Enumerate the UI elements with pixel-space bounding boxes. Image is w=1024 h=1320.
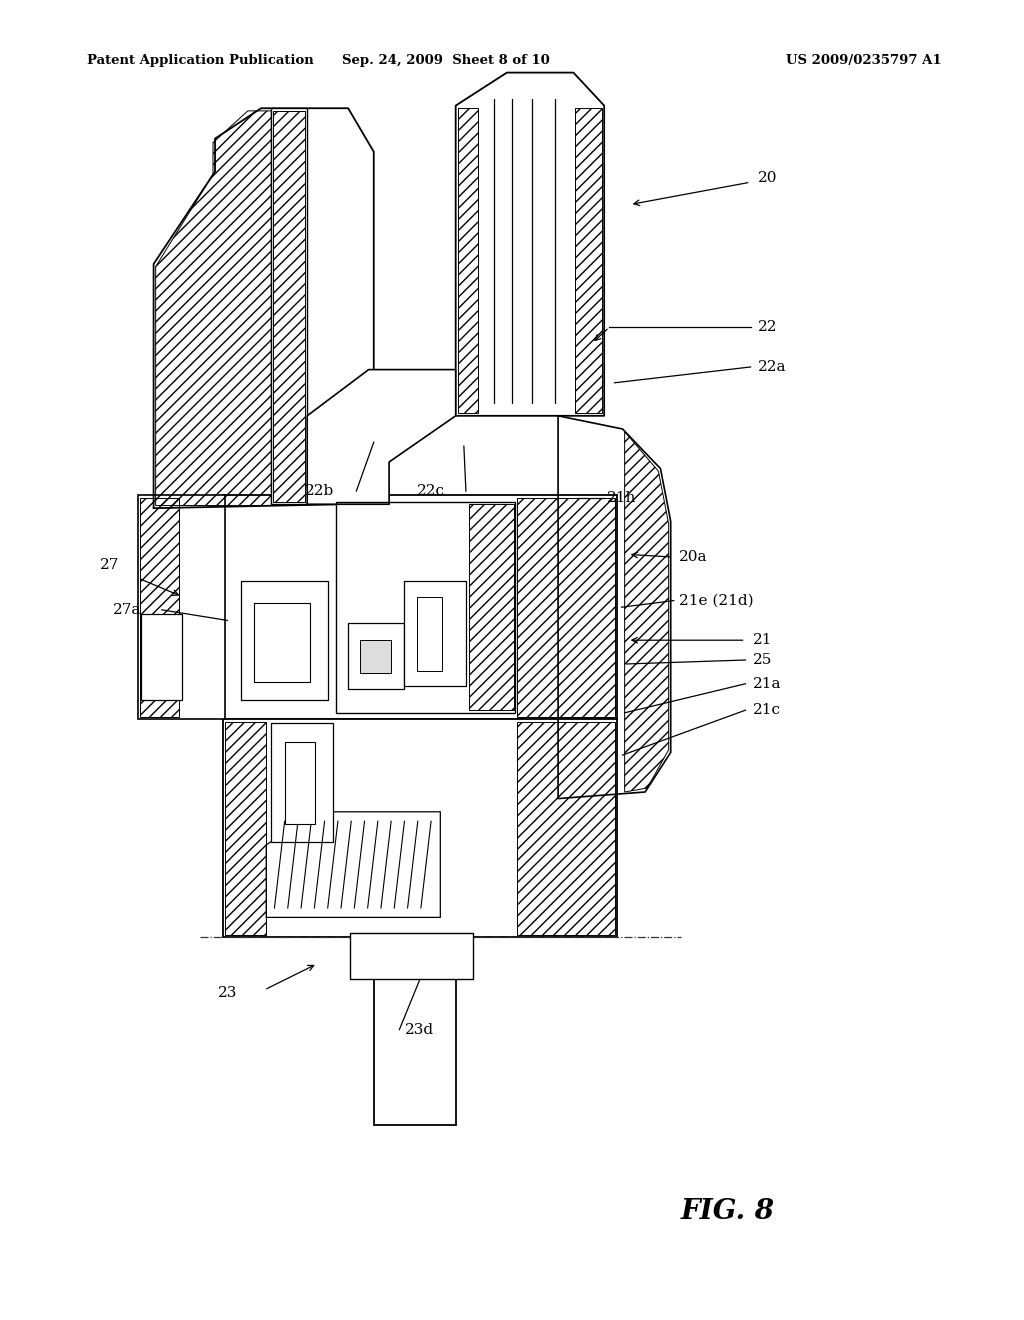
Bar bbox=[348, 623, 404, 689]
Bar bbox=[271, 723, 333, 842]
Text: 27a: 27a bbox=[113, 603, 141, 616]
Polygon shape bbox=[266, 812, 440, 917]
Bar bbox=[223, 495, 617, 719]
Polygon shape bbox=[558, 416, 671, 799]
Bar bbox=[271, 108, 307, 504]
Polygon shape bbox=[456, 73, 604, 416]
Text: 22b: 22b bbox=[305, 484, 335, 498]
Bar bbox=[374, 937, 456, 1125]
Text: 23: 23 bbox=[218, 986, 238, 999]
Text: US 2009/0235797 A1: US 2009/0235797 A1 bbox=[786, 54, 942, 67]
Text: 22c: 22c bbox=[417, 484, 444, 498]
Text: Sep. 24, 2009  Sheet 8 of 10: Sep. 24, 2009 Sheet 8 of 10 bbox=[342, 54, 549, 67]
Text: 21e (21d): 21e (21d) bbox=[679, 594, 754, 607]
Text: 20: 20 bbox=[758, 172, 777, 185]
Bar bbox=[241, 581, 328, 700]
Bar bbox=[141, 614, 182, 700]
Polygon shape bbox=[154, 108, 374, 508]
Text: 23d: 23d bbox=[404, 1023, 433, 1036]
Text: 21h: 21h bbox=[607, 491, 637, 504]
Text: 20a: 20a bbox=[679, 550, 708, 564]
Bar bbox=[138, 495, 225, 719]
Text: 21a: 21a bbox=[753, 677, 781, 690]
Bar bbox=[223, 719, 617, 937]
Bar bbox=[285, 742, 315, 824]
Bar bbox=[417, 597, 442, 671]
Bar bbox=[336, 502, 515, 713]
Text: 25: 25 bbox=[753, 653, 772, 667]
Text: FIG. 8: FIG. 8 bbox=[681, 1199, 775, 1225]
Text: 21: 21 bbox=[753, 634, 772, 647]
Text: 22a: 22a bbox=[758, 360, 786, 374]
Text: 21c: 21c bbox=[753, 704, 780, 717]
Text: Patent Application Publication: Patent Application Publication bbox=[87, 54, 313, 67]
Text: 27: 27 bbox=[100, 558, 120, 572]
Polygon shape bbox=[307, 370, 456, 504]
Bar bbox=[254, 603, 310, 682]
Bar bbox=[350, 933, 473, 979]
Bar bbox=[360, 640, 391, 673]
Bar bbox=[404, 581, 466, 686]
Text: 22: 22 bbox=[758, 321, 777, 334]
